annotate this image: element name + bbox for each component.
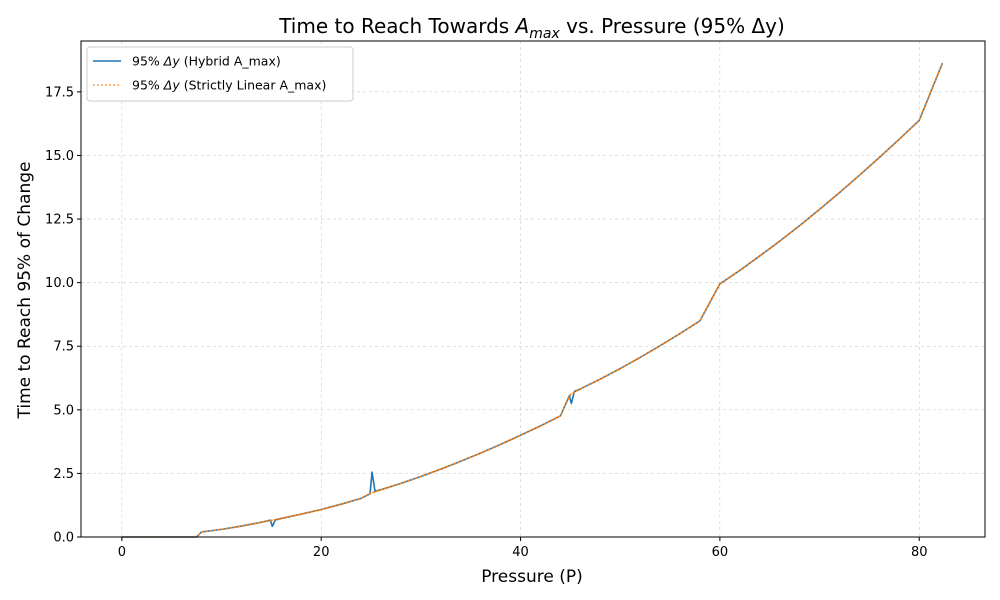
y-tick-label: 12.5 bbox=[45, 213, 74, 228]
y-axis-label: Time to Reach 95% of Change bbox=[15, 162, 35, 420]
x-tick-label: 20 bbox=[313, 545, 330, 560]
legend-box bbox=[86, 46, 354, 102]
grid-layer bbox=[81, 41, 985, 538]
x-tick-label: 60 bbox=[712, 545, 729, 560]
plot-frame bbox=[80, 40, 986, 538]
y-tick-label: 5.0 bbox=[53, 403, 74, 418]
y-tick-label: 10.0 bbox=[45, 276, 74, 291]
chart-title: Time to Reach Towards Amax vs. Pressure … bbox=[278, 14, 785, 42]
y-tick-label: 2.5 bbox=[53, 467, 74, 482]
title-prefix: Time to Reach Towards bbox=[278, 14, 515, 38]
y-tick-label: 0.0 bbox=[53, 531, 74, 546]
y-tick-label: 15.0 bbox=[45, 149, 74, 164]
x-axis-label: Pressure (P) bbox=[481, 567, 583, 587]
x-tick-label: 0 bbox=[118, 545, 126, 560]
title-math: A bbox=[514, 14, 530, 38]
legend: 95% Δy (Hybrid A_max) 95% Δy (Strictly L… bbox=[86, 46, 354, 102]
series-line-linear bbox=[121, 63, 943, 538]
title-math-sub: max bbox=[529, 26, 560, 42]
legend-label-linear: 95% Δy (Strictly Linear A_max) bbox=[132, 78, 326, 93]
title-suffix: vs. Pressure (95% Δy) bbox=[560, 14, 785, 38]
y-tick-label: 17.5 bbox=[45, 85, 74, 100]
series-layer bbox=[121, 63, 943, 538]
x-tick-label: 80 bbox=[911, 545, 928, 560]
tick-layer: 0 20 40 60 80 0.0 2.5 5.0 7.5 10.0 12.5 15.0 17.5 bbox=[45, 85, 927, 560]
y-tick-label: 7.5 bbox=[53, 340, 74, 355]
legend-label-hybrid: 95% Δy (Hybrid A_max) bbox=[132, 54, 281, 69]
x-tick-label: 40 bbox=[512, 545, 529, 560]
series-line-hybrid bbox=[121, 63, 943, 538]
